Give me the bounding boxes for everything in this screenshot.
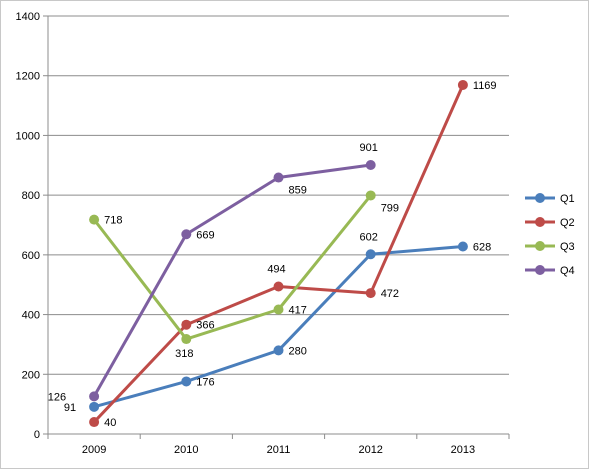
legend-item-q3: Q3: [525, 241, 575, 253]
legend-item-q2: Q2: [525, 217, 575, 229]
data-label-q1: 176: [196, 376, 214, 388]
data-point-q3: [273, 304, 284, 315]
series-line-q4: [92, 163, 371, 398]
data-point-q1: [365, 249, 376, 260]
data-point-q3: [181, 334, 192, 345]
series-line-q3: [92, 194, 372, 341]
data-point-q4: [89, 391, 100, 402]
data-label-q4: 901: [360, 142, 378, 154]
data-label-q3: 799: [381, 202, 399, 214]
legend-marker: [535, 217, 545, 227]
legend-marker: [535, 265, 545, 275]
data-label-q4: 126: [48, 391, 66, 403]
data-label-q1: 628: [473, 241, 491, 253]
data-point-q1: [89, 401, 100, 412]
x-tick-label: 2012: [358, 444, 382, 456]
y-tick-label: 1200: [16, 71, 40, 83]
legend-label: Q1: [560, 193, 575, 205]
x-tick-label: 2010: [174, 444, 198, 456]
y-tick-label: 200: [22, 369, 40, 381]
data-point-q2: [273, 281, 284, 292]
data-label-q3: 718: [104, 215, 122, 227]
data-label-q2: 1169: [473, 80, 497, 92]
y-tick-label: 1000: [16, 130, 40, 142]
y-tick-label: 800: [22, 190, 40, 202]
data-label-q4: 859: [289, 185, 307, 197]
data-point-q3: [89, 214, 100, 225]
data-point-q1: [457, 241, 468, 252]
y-tick-label: 400: [22, 310, 40, 322]
data-point-q2: [457, 79, 468, 90]
data-point-q4: [181, 229, 192, 240]
legend-item-q4: Q4: [525, 265, 575, 277]
legend: Q1 Q2 Q3 Q4: [525, 193, 575, 277]
data-point-q1: [273, 345, 284, 356]
data-labels: 91 176 280 602 628 40 366 494 472 1169 718 318 417 79…: [48, 80, 497, 429]
data-point-q4: [273, 172, 284, 183]
y-tick-label: 1400: [16, 11, 40, 23]
legend-item-q1: Q1: [525, 193, 575, 205]
series-points: [89, 79, 468, 428]
data-point-q4: [365, 159, 376, 170]
data-label-q3: 318: [175, 348, 193, 360]
data-point-q2: [89, 417, 100, 428]
x-tick-label: 2009: [82, 444, 106, 456]
legend-marker: [535, 241, 545, 251]
x-tick-label: 2013: [451, 444, 475, 456]
data-point-q2: [181, 319, 192, 330]
data-label-q1: 91: [64, 402, 76, 414]
y-tick-label: 600: [22, 250, 40, 262]
legend-label: Q3: [560, 241, 575, 253]
legend-marker: [535, 193, 545, 203]
x-tick-label: 2011: [267, 444, 291, 456]
x-axis-ticks: 2009 2010 2011 2012 2013: [47, 433, 510, 456]
data-label-q2: 40: [104, 417, 116, 429]
y-axis-ticks: 0 200 400 600 800 1000 1200 1400: [16, 11, 49, 441]
data-point-q1: [181, 376, 192, 387]
legend-label: Q4: [560, 265, 575, 277]
data-label-q2: 494: [267, 264, 285, 276]
data-label-q2: 366: [196, 320, 214, 332]
legend-label: Q2: [560, 217, 575, 229]
data-point-q3: [365, 190, 376, 201]
data-label-q1: 602: [360, 231, 378, 243]
data-label-q2: 472: [381, 288, 399, 300]
data-label-q3: 417: [289, 304, 307, 316]
data-point-q2: [365, 288, 376, 299]
data-label-q1: 280: [289, 345, 307, 357]
y-tick-label: 0: [34, 429, 40, 441]
data-label-q4: 669: [196, 229, 214, 241]
